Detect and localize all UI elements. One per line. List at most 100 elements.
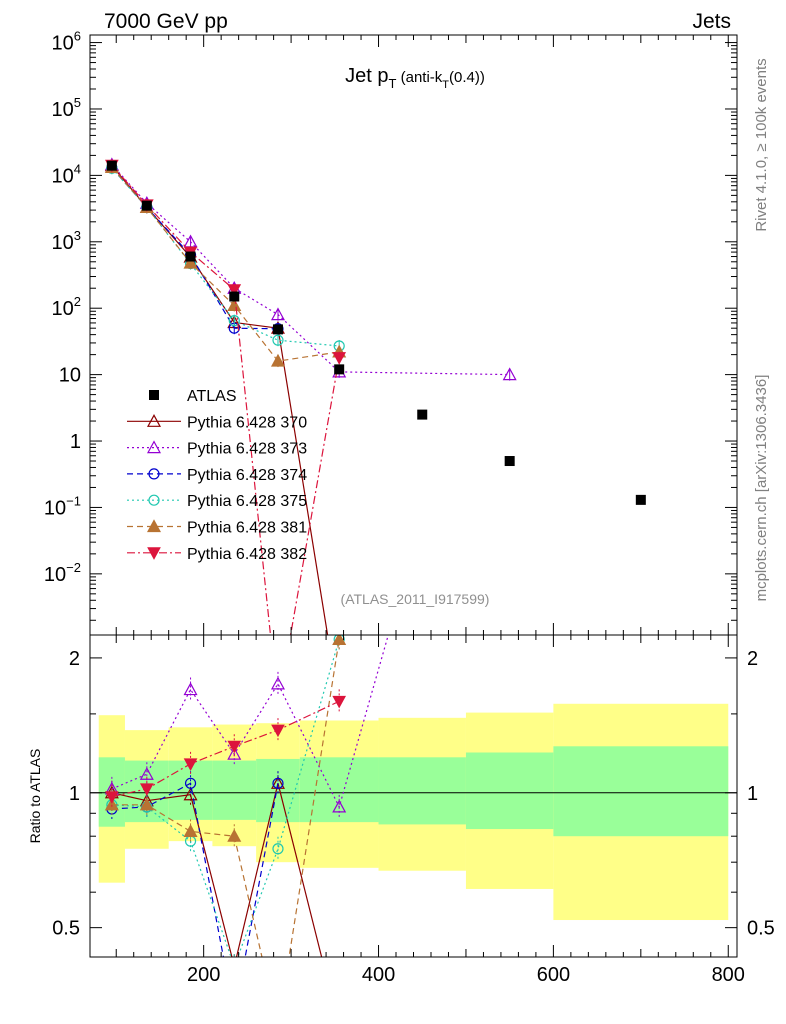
y-tick-label: 103 (52, 228, 81, 254)
ratio-point (272, 843, 284, 855)
ratio-point (270, 676, 285, 690)
legend-label: ATLAS (187, 388, 237, 405)
ratio-point (183, 824, 198, 837)
data-point (141, 200, 152, 211)
legend-label: Pythia 6.428 381 (187, 520, 307, 537)
mc-line (111, 167, 340, 347)
legend-label: Pythia 6.428 374 (187, 467, 307, 484)
ratio-point (332, 799, 347, 813)
legend-entry: Pythia 6.428 381 (127, 519, 307, 537)
ratio-point (227, 740, 242, 754)
data-point (635, 494, 646, 505)
legend-marker (149, 390, 159, 400)
x-tick-label: 400 (362, 964, 395, 986)
ratio-uncertainty-bands (90, 703, 737, 921)
legend-label: Pythia 6.428 382 (187, 546, 307, 563)
x-tick-labels: 200 400 600 800 (187, 964, 745, 986)
data-point (185, 251, 196, 262)
ratio-point (504, 204, 516, 215)
data-point (334, 364, 345, 375)
ratio-line (111, 635, 389, 809)
ratio-point (139, 797, 154, 811)
ratio-point (228, 960, 240, 971)
y-tick-label: 10 (59, 365, 81, 387)
legend-marker (148, 494, 160, 506)
ratio-point (105, 791, 119, 804)
header-right: Jets (692, 10, 731, 33)
legend-entry: Pythia 6.428 370 (127, 414, 307, 431)
mc-point (227, 298, 242, 312)
chart-title: Jet pT (anti-kT(0.4)) (345, 65, 485, 91)
ratio-point (227, 828, 242, 842)
ratio-y-tick-labels: 0.5 0.5 1 1 2 2 (52, 648, 775, 940)
ratio-point (271, 724, 285, 738)
x-tick-label: 600 (537, 964, 570, 986)
mc-point (270, 307, 285, 321)
ratio-inner-band (378, 757, 466, 825)
data-point (106, 160, 117, 171)
ratio-line (111, 639, 340, 957)
ratio-y-tick-label-right: 1 (747, 783, 758, 805)
ratio-y-tick-label-right: 2 (747, 648, 758, 670)
ratio-point (229, 1009, 239, 1019)
ratio-point (104, 797, 119, 811)
ratio-y-tick-label-right: 0.5 (747, 918, 775, 940)
y-tick-label: 10−2 (44, 560, 81, 586)
legend-entry: Pythia 6.428 373 (127, 440, 307, 458)
ratio-inner-band (212, 760, 257, 820)
ratio-plot-content (104, 204, 516, 1019)
ratio-inner-band (465, 752, 554, 830)
ratio-y-tick-label-left: 1 (69, 783, 80, 805)
ratio-y-axis-label: Ratio to ATLAS (27, 749, 43, 844)
legend-entry: Pythia 6.428 382 (127, 546, 307, 563)
ratio-point (184, 777, 197, 789)
ratio-y-tick-label-left: 2 (69, 648, 80, 670)
ratio-point (332, 635, 347, 645)
axis-ticks (90, 35, 737, 957)
ratio-inner-band (553, 746, 729, 837)
legend-entry: ATLAS (149, 388, 237, 405)
ratio-point (183, 787, 198, 801)
ratio-point (332, 695, 347, 709)
y-tick-label: 102 (52, 294, 81, 320)
y-tick-label: 104 (52, 161, 81, 187)
mc-point (502, 367, 517, 381)
legend-entry: Pythia 6.428 374 (127, 467, 307, 484)
mc-point (272, 334, 284, 346)
legend-label: Pythia 6.428 373 (187, 441, 307, 458)
rivet-version-text: Rivet 4.1.0, ≥ 100k events (753, 58, 770, 231)
mc-point (183, 255, 198, 269)
mcplots-reference-text: mcplots.cern.ch [arXiv:1306.3436] (753, 375, 770, 602)
y-tick-label: 10−1 (44, 493, 81, 519)
ratio-line (111, 783, 323, 957)
data-point (417, 409, 428, 420)
ratio-point (229, 961, 239, 971)
mc-point (228, 315, 240, 327)
mc-point (227, 284, 242, 297)
y-tick-label: 106 (52, 29, 81, 55)
ratio-y-tick-label-left: 0.5 (52, 918, 80, 940)
mc-line (111, 164, 340, 635)
data-point (272, 324, 283, 335)
legend-marker (147, 547, 161, 560)
legend: ATLAS Pythia 6.428 370 Pythia 6.428 373 Pyt… (127, 388, 307, 563)
legend-marker (146, 519, 162, 533)
header-left: 7000 GeV pp (104, 10, 228, 33)
ratio-point (139, 766, 154, 780)
analysis-label: (ATLAS_2011_I917599) (341, 591, 490, 607)
ratio-inner-band (256, 758, 300, 823)
legend-label: Pythia 6.428 370 (187, 414, 307, 431)
mc-point (272, 702, 284, 713)
data-point (504, 456, 515, 467)
x-tick-label: 800 (712, 964, 745, 986)
legend-marker (146, 414, 162, 427)
y-tick-label: 1 (70, 431, 81, 453)
legend-marker (148, 468, 160, 480)
mc-line (111, 165, 329, 635)
ratio-point (227, 746, 242, 760)
legend-marker (146, 440, 162, 454)
data-point (229, 291, 240, 302)
mc-line (111, 167, 340, 362)
